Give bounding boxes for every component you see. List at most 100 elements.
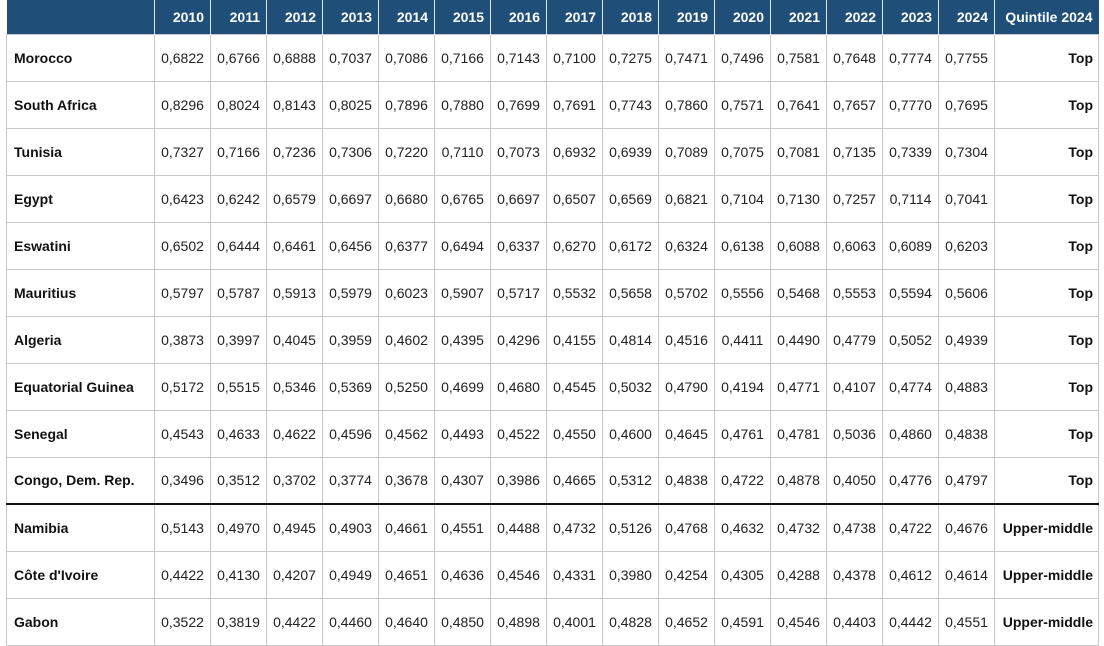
value-cell: 0,4130 [210, 550, 267, 599]
value-cell: 0,3774 [322, 456, 379, 505]
value-cell: 0,5553 [826, 268, 883, 317]
value-cell: 0,4774 [882, 362, 939, 411]
value-cell: 0,7143 [490, 33, 547, 82]
value-cell: 0,6324 [658, 221, 715, 270]
country-cell: Eswatini [6, 221, 155, 270]
value-cell: 0,7275 [602, 33, 659, 82]
value-cell: 0,4194 [714, 362, 771, 411]
quintile-cell: Top [994, 221, 1099, 270]
value-cell: 0,4395 [434, 315, 491, 364]
value-cell: 0,7691 [546, 80, 603, 129]
value-cell: 0,4422 [154, 550, 211, 599]
value-cell: 0,4305 [714, 550, 771, 599]
quintile-cell: Top [994, 174, 1099, 223]
table-row: Eswatini 0,6502 0,6444 0,6461 0,6456 0,6377 0,… [6, 221, 1099, 270]
header-year: 2020 [714, 0, 771, 34]
quintile-cell: Upper-middle [994, 597, 1099, 646]
value-cell: 0,7304 [938, 127, 995, 176]
value-cell: 0,7581 [770, 33, 827, 82]
table-row: Mauritius 0,5797 0,5787 0,5913 0,5979 0,6023 0… [6, 268, 1099, 317]
value-cell: 0,5468 [770, 268, 827, 317]
value-cell: 0,4460 [322, 597, 379, 646]
header-year: 2019 [658, 0, 715, 34]
country-cell: Senegal [6, 409, 155, 458]
value-cell: 0,5052 [882, 315, 939, 364]
value-cell: 0,4596 [322, 409, 379, 458]
value-cell: 0,4945 [266, 503, 323, 552]
value-cell: 0,3496 [154, 456, 211, 505]
country-cell: Mauritius [6, 268, 155, 317]
value-cell: 0,6932 [546, 127, 603, 176]
value-cell: 0,7896 [378, 80, 435, 129]
value-cell: 0,3702 [266, 456, 323, 505]
value-cell: 0,4903 [322, 503, 379, 552]
value-cell: 0,4050 [826, 456, 883, 505]
value-cell: 0,4490 [770, 315, 827, 364]
quintile-cell: Top [994, 80, 1099, 129]
quintile-cell: Top [994, 315, 1099, 364]
value-cell: 0,4331 [546, 550, 603, 599]
value-cell: 0,7496 [714, 33, 771, 82]
value-cell: 0,7339 [882, 127, 939, 176]
value-cell: 0,7041 [938, 174, 995, 223]
value-cell: 0,4665 [546, 456, 603, 505]
header-year: 2011 [210, 0, 267, 34]
header-year: 2017 [546, 0, 603, 34]
value-cell: 0,7770 [882, 80, 939, 129]
value-cell: 0,3678 [378, 456, 435, 505]
value-cell: 0,4850 [434, 597, 491, 646]
value-cell: 0,4107 [826, 362, 883, 411]
value-cell: 0,4001 [546, 597, 603, 646]
value-cell: 0,7743 [602, 80, 659, 129]
value-cell: 0,5702 [658, 268, 715, 317]
value-cell: 0,7220 [378, 127, 435, 176]
table-header-row: 2010 2011 2012 2013 2014 2015 2016 2017 2018 2019… [6, 0, 1099, 34]
value-cell: 0,4722 [714, 456, 771, 505]
value-cell: 0,4493 [434, 409, 491, 458]
value-cell: 0,7695 [938, 80, 995, 129]
value-cell: 0,8025 [322, 80, 379, 129]
value-cell: 0,4612 [882, 550, 939, 599]
value-cell: 0,4790 [658, 362, 715, 411]
value-cell: 0,4776 [882, 456, 939, 505]
country-cell: Egypt [6, 174, 155, 223]
table-row: Tunisia 0,7327 0,7166 0,7236 0,7306 0,7220 0,7… [6, 127, 1099, 176]
quintile-cell: Top [994, 33, 1099, 82]
value-cell: 0,5532 [546, 268, 603, 317]
quintile-cell: Top [994, 362, 1099, 411]
value-cell: 0,7236 [266, 127, 323, 176]
value-cell: 0,4771 [770, 362, 827, 411]
value-cell: 0,4838 [658, 456, 715, 505]
table-row: Morocco 0,6822 0,6766 0,6888 0,7037 0,7086 0,7… [6, 33, 1099, 82]
value-cell: 0,4562 [378, 409, 435, 458]
value-cell: 0,6444 [210, 221, 267, 270]
value-cell: 0,5515 [210, 362, 267, 411]
value-cell: 0,7657 [826, 80, 883, 129]
value-cell: 0,7073 [490, 127, 547, 176]
value-cell: 0,7114 [882, 174, 939, 223]
header-year: 2015 [434, 0, 491, 34]
country-cell: South Africa [6, 80, 155, 129]
value-cell: 0,7130 [770, 174, 827, 223]
value-cell: 0,4814 [602, 315, 659, 364]
value-cell: 0,4522 [490, 409, 547, 458]
value-cell: 0,4550 [546, 409, 603, 458]
country-cell: Equatorial Guinea [6, 362, 155, 411]
value-cell: 0,7081 [770, 127, 827, 176]
header-year: 2014 [378, 0, 435, 34]
value-cell: 0,6203 [938, 221, 995, 270]
value-cell: 0,5658 [602, 268, 659, 317]
quintile-cell: Top [994, 456, 1099, 505]
value-cell: 0,6697 [322, 174, 379, 223]
header-year: 2010 [154, 0, 211, 34]
value-cell: 0,4422 [266, 597, 323, 646]
value-cell: 0,4488 [490, 503, 547, 552]
value-cell: 0,4045 [266, 315, 323, 364]
value-cell: 0,7641 [770, 80, 827, 129]
table-row: Equatorial Guinea 0,5172 0,5515 0,5346 0,536… [6, 362, 1099, 411]
country-cell: Côte d'Ivoire [6, 550, 155, 599]
header-year: 2024 [938, 0, 995, 34]
value-cell: 0,4828 [602, 597, 659, 646]
value-cell: 0,6680 [378, 174, 435, 223]
value-cell: 0,4860 [882, 409, 939, 458]
